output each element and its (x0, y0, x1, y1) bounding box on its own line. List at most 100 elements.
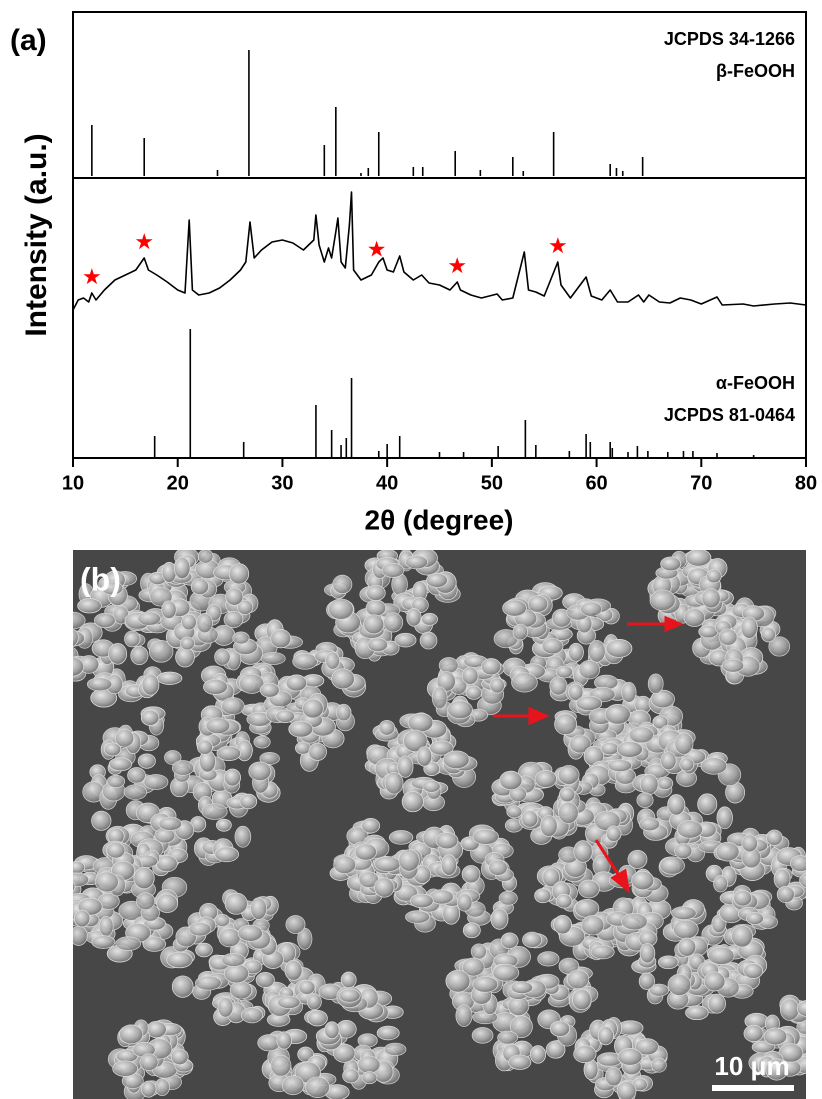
particle (580, 601, 603, 617)
particle (639, 817, 661, 832)
particle (73, 630, 85, 647)
panel-label: (b) (80, 561, 121, 597)
particle (438, 657, 459, 674)
particle (285, 674, 308, 692)
peak-marker: ★ (367, 237, 387, 262)
particle (721, 658, 745, 673)
particle (403, 729, 428, 753)
particle (217, 997, 234, 1018)
particle (384, 771, 404, 795)
arrows (493, 615, 684, 894)
particle (73, 909, 91, 928)
particle (659, 856, 685, 875)
particle (335, 703, 352, 722)
particle (634, 1038, 659, 1056)
particle (658, 955, 679, 970)
particle (203, 678, 228, 695)
particle (509, 1015, 533, 1039)
particle (284, 959, 303, 981)
particle (539, 814, 558, 838)
particle (98, 915, 114, 937)
particle (285, 915, 306, 934)
particle (276, 1031, 292, 1050)
particle (442, 750, 470, 770)
panel-label: (a) (10, 24, 47, 57)
particle (435, 832, 459, 850)
particle (588, 639, 606, 663)
particle (660, 556, 682, 572)
particle (171, 760, 195, 776)
particle (73, 611, 86, 630)
x-tick-label: 60 (585, 472, 607, 494)
particle (223, 963, 250, 984)
particle (488, 859, 508, 876)
particle (115, 936, 142, 951)
particle (807, 1019, 822, 1032)
particle (604, 1066, 623, 1087)
particle (667, 973, 692, 996)
particle (228, 563, 250, 585)
particle (431, 686, 448, 710)
particle (616, 1081, 637, 1099)
particle (123, 784, 148, 800)
particle (106, 774, 126, 789)
particle (216, 818, 232, 832)
particle (600, 742, 620, 756)
particle (103, 742, 122, 757)
particle (127, 767, 146, 784)
particle (617, 1048, 643, 1066)
particle (621, 681, 637, 703)
particle (325, 651, 340, 670)
particle (502, 599, 527, 617)
particle (190, 578, 210, 596)
particle (511, 672, 538, 693)
particle (195, 942, 213, 958)
particle (214, 648, 231, 666)
particle (419, 631, 438, 650)
particle (462, 957, 485, 977)
particle (554, 713, 578, 736)
particle (746, 911, 764, 926)
particle (197, 550, 214, 564)
particle (156, 893, 179, 913)
particle (671, 906, 697, 921)
particle (497, 1030, 519, 1045)
particle (229, 981, 253, 1000)
particle (573, 1045, 597, 1064)
particle (636, 792, 654, 808)
particle (73, 656, 85, 677)
particle (275, 709, 295, 724)
particle (701, 588, 721, 609)
particle (715, 841, 740, 862)
particle (660, 751, 677, 771)
particle (376, 1025, 400, 1041)
particle (572, 988, 592, 1011)
particle (281, 1075, 305, 1096)
particle (232, 631, 250, 645)
particle (574, 898, 600, 918)
particle (685, 550, 712, 567)
particle (260, 651, 286, 665)
particle (225, 587, 244, 606)
particle (498, 890, 518, 906)
particle (462, 922, 481, 939)
particle (338, 988, 361, 1003)
particle (332, 574, 353, 595)
particle (133, 866, 155, 890)
particle (740, 616, 758, 639)
particle (566, 969, 590, 990)
particle (405, 555, 429, 570)
particle (238, 673, 265, 694)
particle (447, 700, 473, 720)
particle (790, 855, 806, 872)
particle (472, 828, 499, 845)
particle (270, 629, 292, 649)
particle (357, 1055, 381, 1074)
particle (743, 963, 764, 979)
particle (406, 608, 422, 627)
particle (179, 636, 196, 651)
particle (216, 745, 242, 761)
particle (597, 1026, 614, 1046)
particle (815, 1044, 822, 1064)
particle (297, 1046, 314, 1063)
